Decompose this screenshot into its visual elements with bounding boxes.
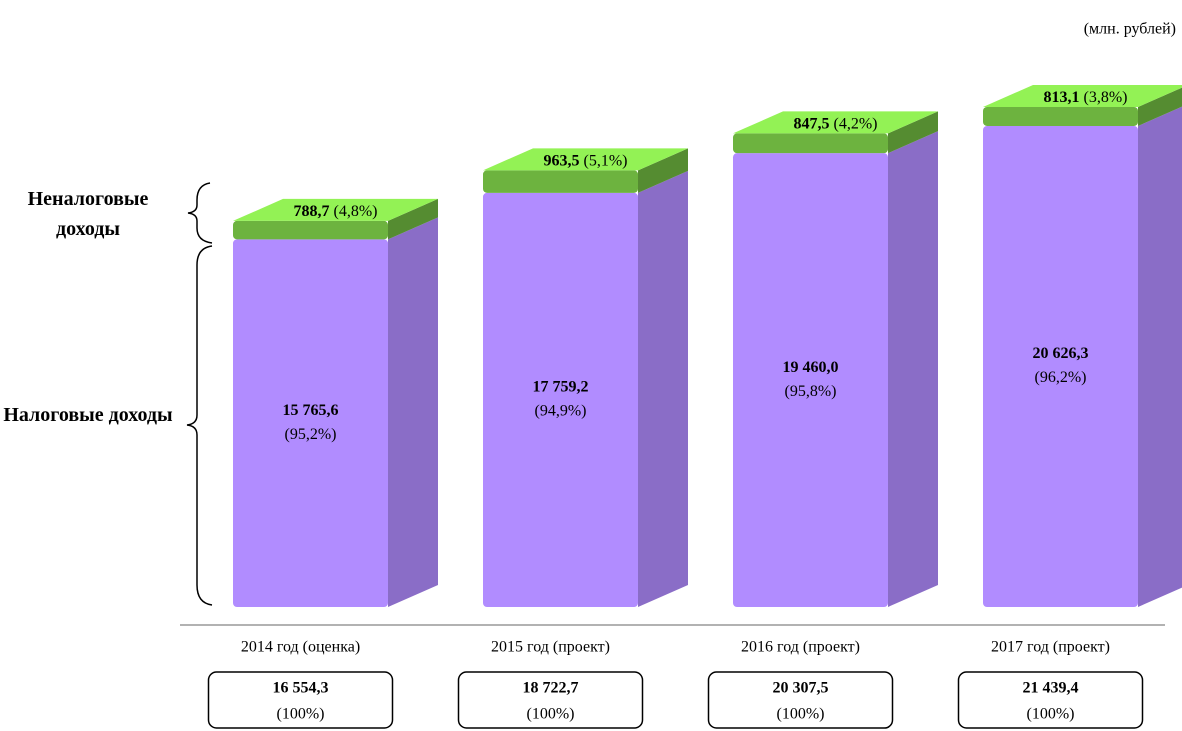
value-label: 813,1: [1044, 89, 1080, 106]
x-tick-label: 2017 год (проект): [991, 639, 1110, 656]
value-label: 963,5 (5,1%): [544, 152, 628, 169]
bar-top: [733, 111, 938, 134]
total-label: 21 439,4: [1023, 680, 1079, 697]
brace: [187, 182, 213, 244]
share-label: (94,9%): [535, 403, 587, 420]
bar-top: [233, 198, 438, 221]
value-label: 20 626,3: [1033, 345, 1089, 362]
bar: [983, 107, 1138, 126]
series-label: Налоговые доходы: [3, 404, 173, 426]
bar-side: [638, 170, 688, 608]
unit-label: (млн. рублей): [1084, 21, 1176, 38]
total-share-label: (100%): [1027, 706, 1075, 723]
share-label: (4,8%): [334, 203, 378, 220]
total-label: 18 722,7: [523, 680, 579, 697]
share-label: (95,8%): [785, 383, 837, 400]
series-label: Неналоговые доходы: [27, 188, 149, 240]
value-label: 15 765,6: [283, 402, 339, 419]
total-label: 20 307,5: [773, 680, 829, 697]
bar-side: [888, 111, 938, 154]
bar-side: [388, 217, 438, 608]
total-share-label: (100%): [527, 706, 575, 723]
bar-side: [1138, 87, 1182, 126]
bar: [233, 220, 388, 240]
bar-side: [638, 148, 688, 193]
bar: [733, 153, 888, 608]
bar-side: [388, 198, 438, 240]
share-label: (95,2%): [285, 426, 337, 443]
value-label: 813,1 (3,8%): [1044, 89, 1128, 106]
value-label: 19 460,0: [783, 359, 839, 376]
total-box: [707, 671, 894, 729]
bar-top: [983, 85, 1182, 107]
total-box: [457, 671, 644, 729]
x-tick-label: 2015 год (проект): [491, 639, 610, 656]
bar: [733, 133, 888, 154]
bar-side: [1138, 106, 1182, 607]
total-box: [957, 671, 1144, 729]
share-label: (3,8%): [1084, 89, 1128, 106]
bar: [483, 170, 638, 193]
total-box: [207, 671, 394, 729]
value-label: 847,5: [794, 115, 830, 132]
value-label: 788,7 (4,8%): [294, 203, 378, 220]
value-label: 963,5: [544, 152, 580, 169]
bar: [233, 239, 388, 608]
share-label: (4,2%): [834, 115, 878, 132]
bar: [983, 125, 1138, 607]
value-label: 17 759,2: [533, 379, 589, 396]
share-label: (5,1%): [584, 152, 628, 169]
total-label: 16 554,3: [273, 680, 329, 697]
bar-top: [483, 148, 688, 171]
value-label: 847,5 (4,2%): [794, 115, 878, 132]
total-share-label: (100%): [277, 706, 325, 723]
value-label: 788,7: [294, 203, 330, 220]
share-label: (96,2%): [1035, 369, 1087, 386]
total-share-label: (100%): [777, 706, 825, 723]
x-tick-label: 2014 год (оценка): [241, 639, 360, 656]
x-tick-label: 2016 год (проект): [741, 639, 860, 656]
bar: [483, 192, 638, 608]
brace: [186, 245, 213, 606]
bar-side: [888, 131, 938, 608]
